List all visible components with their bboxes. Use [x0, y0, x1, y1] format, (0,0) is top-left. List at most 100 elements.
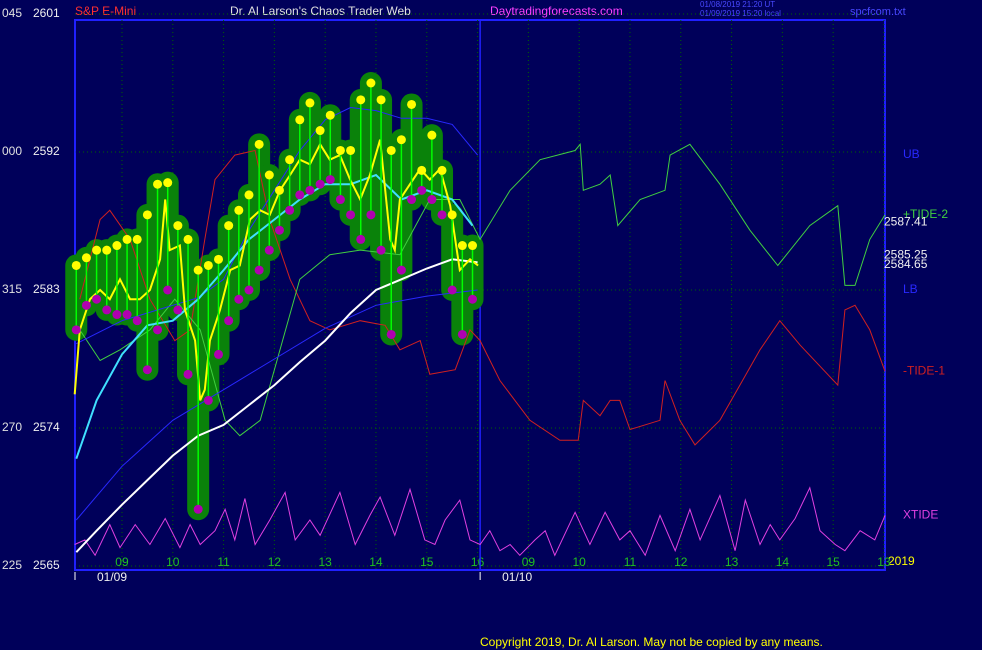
x-tick-label: 09: [115, 555, 129, 569]
low-dot: [153, 325, 163, 335]
last-value-label: 2584.65: [884, 257, 928, 271]
high-dot: [244, 190, 254, 200]
high-dot: [153, 179, 163, 189]
low-dot: [102, 305, 112, 315]
high-dot: [427, 130, 437, 140]
low-dot: [214, 349, 224, 359]
low-dot: [173, 305, 183, 315]
low-dot: [468, 294, 478, 304]
series-label: UB: [903, 147, 920, 161]
high-dot: [203, 260, 213, 270]
low-dot: [193, 504, 203, 514]
high-dot: [386, 145, 396, 155]
angle-label: 225: [2, 558, 22, 572]
series-line: [75, 289, 478, 521]
high-dot: [447, 210, 457, 220]
high-dot: [92, 245, 102, 255]
high-dot: [407, 99, 417, 109]
low-dot: [203, 395, 213, 405]
high-dot: [417, 165, 427, 175]
low-dot: [285, 205, 295, 215]
high-dot: [81, 253, 91, 263]
copyright: Copyright 2019, Dr. Al Larson. May not b…: [480, 635, 823, 649]
high-dot: [346, 145, 356, 155]
high-dot: [71, 260, 81, 270]
low-dot: [407, 195, 417, 205]
x-tick-label: 16: [471, 555, 485, 569]
low-dot: [163, 285, 173, 295]
low-dot: [122, 310, 132, 320]
low-dot: [254, 265, 264, 275]
x-tick-label: 09: [522, 555, 536, 569]
x-tick-label: 12: [674, 555, 688, 569]
low-dot: [244, 285, 254, 295]
x-tick-label: 10: [573, 555, 587, 569]
low-dot: [447, 285, 457, 295]
low-dot: [81, 300, 91, 310]
high-dot: [132, 234, 142, 244]
low-dot: [234, 294, 244, 304]
low-dot: [132, 316, 142, 326]
timestamp: 01/09/2019 15:20 local: [700, 9, 781, 18]
high-dot: [183, 234, 193, 244]
high-dot: [173, 221, 183, 231]
high-dot: [468, 241, 478, 251]
high-dot: [214, 254, 224, 264]
x-tick-label: 14: [369, 555, 383, 569]
angle-label: 270: [2, 420, 22, 434]
date-label: 01/10: [502, 570, 532, 584]
high-dot: [234, 205, 244, 215]
timestamp: 01/08/2019 21:20 UT: [700, 0, 775, 9]
low-dot: [112, 310, 122, 320]
angle-label: 315: [2, 282, 22, 296]
high-dot: [163, 178, 173, 188]
y-tick-label: 2565: [33, 558, 60, 572]
series-label: +TIDE-2: [903, 207, 948, 221]
low-dot: [366, 210, 376, 220]
low-dot: [376, 245, 386, 255]
series-label: LB: [903, 282, 918, 296]
x-tick-label: 12: [268, 555, 282, 569]
high-dot: [295, 115, 305, 125]
year: 2019: [888, 554, 915, 568]
y-tick-label: 2583: [33, 282, 60, 296]
high-dot: [305, 98, 315, 108]
low-dot: [295, 190, 305, 200]
high-dot: [376, 95, 386, 105]
high-dot: [122, 234, 132, 244]
low-dot: [457, 329, 467, 339]
symbol: S&P E-Mini: [75, 4, 136, 18]
low-dot: [346, 210, 356, 220]
site: Daytradingforecasts.com: [490, 4, 623, 18]
low-dot: [305, 185, 315, 195]
y-tick-label: 2592: [33, 144, 60, 158]
angle-label: 000: [2, 144, 22, 158]
low-dot: [264, 245, 274, 255]
x-tick-label: 15: [420, 555, 434, 569]
x-tick-label: 15: [827, 555, 841, 569]
high-dot: [193, 265, 203, 275]
high-dot: [224, 221, 234, 231]
high-dot: [102, 245, 112, 255]
high-dot: [274, 185, 284, 195]
angle-label: 045: [2, 6, 22, 20]
last-value-label: 2587.41: [884, 215, 928, 229]
low-dot: [224, 316, 234, 326]
x-tick-label: 13: [319, 555, 333, 569]
low-dot: [315, 179, 325, 189]
high-dot: [457, 241, 467, 251]
low-dot: [427, 195, 437, 205]
x-tick-label: 13: [725, 555, 739, 569]
high-dot: [335, 145, 345, 155]
date-label: 01/09: [97, 570, 127, 584]
high-dot: [285, 155, 295, 165]
x-tick-label: 10: [166, 555, 180, 569]
series-line: [74, 486, 886, 557]
high-dot: [112, 241, 122, 251]
last-value-label: 2585.25: [884, 248, 928, 262]
series-line: [79, 149, 886, 446]
high-dot: [437, 165, 447, 175]
low-dot: [92, 294, 102, 304]
high-dot: [366, 78, 376, 88]
